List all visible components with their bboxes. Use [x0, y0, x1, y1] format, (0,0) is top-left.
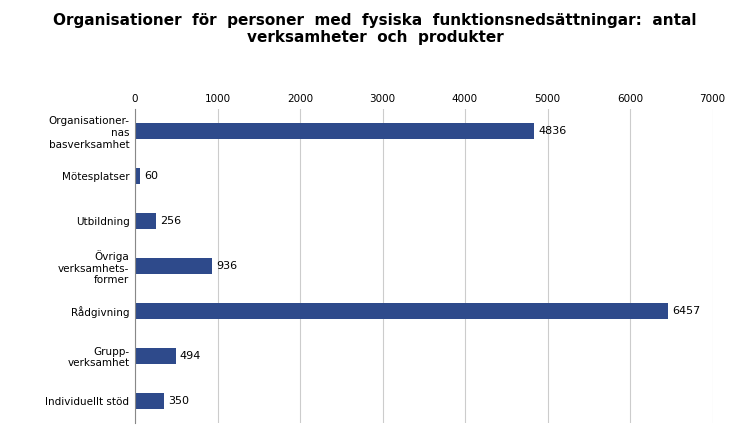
Bar — [135, 213, 156, 229]
Text: 60: 60 — [144, 171, 158, 181]
Text: 494: 494 — [180, 351, 201, 361]
Bar — [135, 303, 668, 319]
Bar — [135, 393, 164, 409]
Text: 6457: 6457 — [672, 306, 700, 316]
Text: 4836: 4836 — [538, 126, 566, 136]
Bar — [135, 348, 176, 364]
Text: 350: 350 — [168, 396, 189, 406]
Text: 936: 936 — [216, 261, 238, 271]
Bar — [135, 123, 534, 139]
Bar — [135, 168, 140, 184]
Bar — [135, 258, 212, 274]
Text: Organisationer  för  personer  med  fysiska  funktionsnedsättningar:  antal
verk: Organisationer för personer med fysiska … — [53, 13, 697, 45]
Text: 256: 256 — [160, 216, 182, 226]
